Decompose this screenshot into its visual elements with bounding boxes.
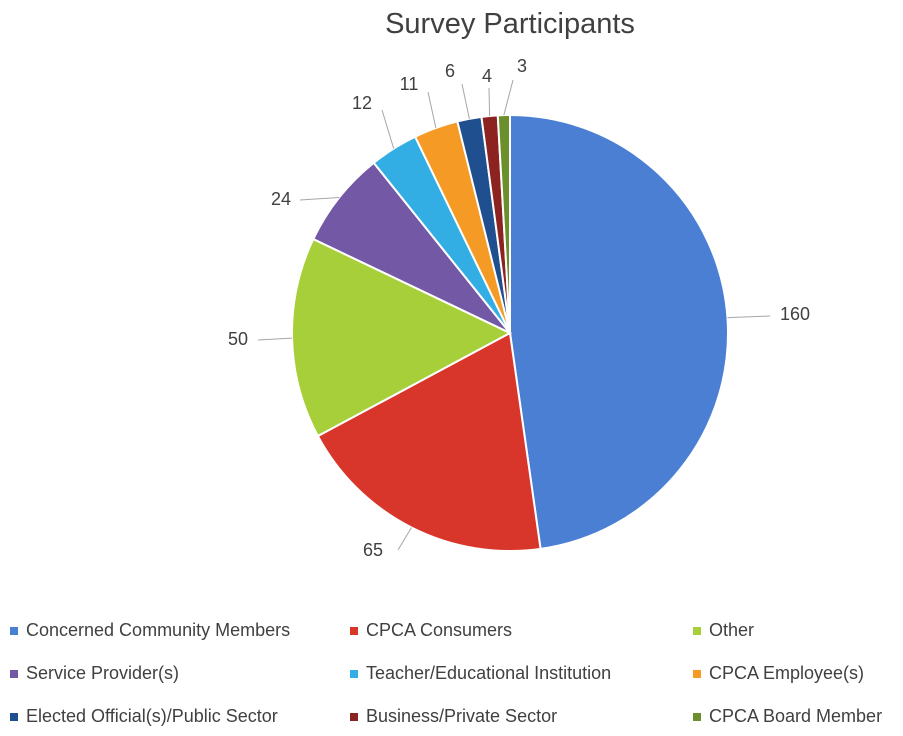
leader-line-4 [381, 109, 395, 149]
legend-label: Teacher/Educational Institution [366, 663, 612, 683]
leader-line-1 [397, 527, 412, 551]
legend-swatch [10, 712, 18, 721]
pie-chart: 160 65 50 24 12 11 6 4 3 [228, 56, 810, 560]
legend-item-0: Concerned Community Members [10, 620, 290, 641]
leader-line-5 [427, 91, 437, 129]
legend-label: CPCA Board Member [709, 706, 883, 726]
legend-item-4: Teacher/Educational Institution [350, 663, 611, 684]
legend-swatch [10, 669, 18, 678]
legend-item-8: CPCA Board Member [693, 706, 882, 727]
legend-item-5: CPCA Employee(s) [693, 663, 864, 684]
leader-line-3 [299, 197, 340, 201]
legend-label: Business/Private Sector [366, 706, 558, 726]
legend-swatch [693, 626, 701, 635]
legend-label: Concerned Community Members [26, 620, 291, 640]
data-label-1: 65 [363, 540, 383, 560]
legend-label: CPCA Employee(s) [709, 663, 865, 683]
legend-label: CPCA Consumers [366, 620, 513, 640]
legend-swatch [350, 712, 358, 721]
data-label-0: 160 [780, 304, 810, 324]
pie-slice-0 [509, 113, 729, 550]
legend-label: Service Provider(s) [26, 663, 180, 683]
legend-swatch [350, 669, 358, 678]
leader-line-7 [488, 87, 491, 116]
data-label-6: 6 [445, 61, 455, 81]
chart-title: Survey Participants [385, 8, 635, 40]
leader-line-2 [257, 337, 293, 341]
leader-line-6 [461, 83, 470, 119]
leader-line-8 [503, 79, 514, 116]
data-label-8: 3 [517, 56, 527, 76]
pie-slice-8 [496, 113, 511, 334]
data-label-5: 11 [400, 74, 419, 94]
legend-item-1: CPCA Consumers [350, 620, 512, 641]
leader-line-0 [727, 315, 771, 319]
legend-item-3: Service Provider(s) [10, 663, 179, 684]
data-label-3: 24 [271, 189, 291, 209]
legend-swatch [693, 669, 701, 678]
data-label-4: 12 [352, 93, 372, 113]
legend-swatch [350, 626, 358, 635]
legend-item-6: Elected Official(s)/Public Sector [10, 706, 278, 727]
legend-item-7: Business/Private Sector [350, 706, 557, 727]
data-label-2: 50 [228, 329, 248, 349]
pie-slice-2 [291, 237, 513, 438]
legend-label: Elected Official(s)/Public Sector [26, 706, 278, 726]
legend-label: Other [709, 620, 755, 640]
legend-swatch [10, 626, 18, 635]
legend-swatch [693, 712, 701, 721]
data-label-7: 4 [482, 66, 492, 86]
legend-item-2: Other [693, 620, 754, 641]
